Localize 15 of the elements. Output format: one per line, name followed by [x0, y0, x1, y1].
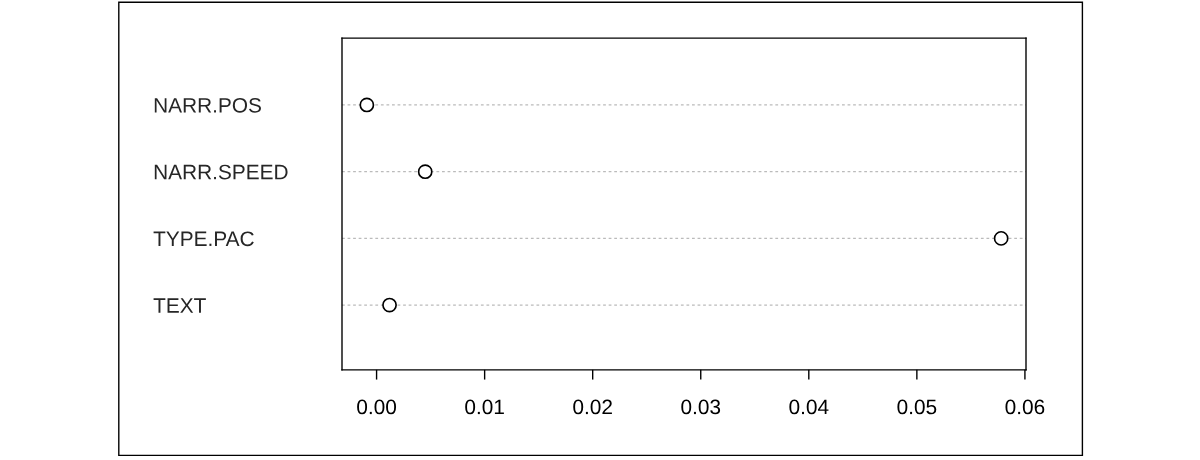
x-tick-label: 0.06	[1005, 399, 1045, 415]
point	[417, 164, 433, 180]
point	[382, 297, 397, 313]
y-tick-label: NARR.SPEED	[154, 164, 288, 180]
x-tick-label: 0.05	[897, 399, 937, 415]
y-tick-label: NARR.POS	[154, 97, 261, 113]
y-tick-label: TEXT	[153, 298, 206, 313]
y-tick-label: TYPE.PAC	[153, 231, 254, 247]
x-tick-label: 0.04	[789, 399, 829, 415]
point	[359, 97, 375, 113]
x-tick-label: 0.01	[465, 399, 504, 415]
x-tick-label: 0.03	[681, 399, 721, 415]
x-tick-label: 0.02	[573, 399, 612, 415]
x-tick-label: 0.00	[357, 399, 397, 415]
point	[993, 230, 1009, 246]
